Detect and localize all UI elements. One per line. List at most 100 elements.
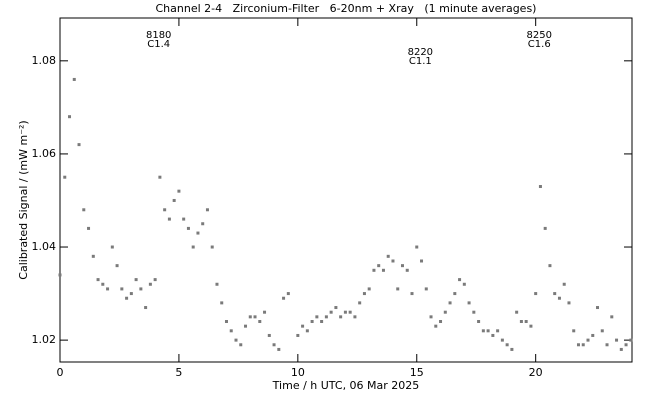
point xyxy=(229,329,233,333)
annotation: 8250 xyxy=(527,30,552,41)
point xyxy=(87,226,91,230)
point xyxy=(629,338,633,342)
point xyxy=(163,208,167,212)
point xyxy=(462,282,466,286)
point xyxy=(362,292,366,296)
point xyxy=(258,320,262,324)
point xyxy=(234,338,238,342)
x-tick-label: 20 xyxy=(529,366,543,379)
point xyxy=(134,278,138,282)
point xyxy=(377,264,381,268)
point xyxy=(610,315,614,319)
y-tick-label: 1.06 xyxy=(32,147,57,160)
point xyxy=(58,273,62,277)
point xyxy=(339,315,343,319)
point xyxy=(400,264,404,268)
point xyxy=(139,287,143,291)
annotation: 8180 xyxy=(146,30,171,41)
point xyxy=(343,310,347,314)
y-tick-label: 1.02 xyxy=(32,333,57,346)
point xyxy=(77,143,81,147)
point xyxy=(591,333,595,337)
point xyxy=(167,217,171,221)
point xyxy=(144,306,148,310)
point xyxy=(115,264,119,268)
plot-frame xyxy=(59,17,633,363)
point xyxy=(110,245,114,249)
y-axis-label: Calibrated Signal / (mW m⁻²) xyxy=(17,120,30,279)
point xyxy=(491,333,495,337)
point xyxy=(153,278,157,282)
point xyxy=(267,333,271,337)
point xyxy=(329,310,333,314)
point xyxy=(624,343,628,347)
point xyxy=(224,320,228,324)
point xyxy=(248,315,252,319)
point xyxy=(301,324,305,328)
point xyxy=(477,320,481,324)
point xyxy=(177,189,181,193)
point xyxy=(158,175,162,179)
point xyxy=(129,292,133,296)
point xyxy=(101,282,105,286)
point xyxy=(201,222,205,226)
point xyxy=(572,329,576,333)
y-tick-label: 1.08 xyxy=(32,54,57,67)
point xyxy=(472,310,476,314)
point xyxy=(557,296,561,300)
point xyxy=(448,301,452,305)
point xyxy=(405,268,409,272)
point xyxy=(524,320,528,324)
point xyxy=(596,306,600,310)
point xyxy=(305,329,309,333)
point xyxy=(605,343,609,347)
point xyxy=(96,278,100,282)
point xyxy=(529,324,533,328)
point xyxy=(581,343,585,347)
point xyxy=(467,301,471,305)
point xyxy=(286,292,290,296)
point xyxy=(72,77,76,81)
x-tick-label: 10 xyxy=(291,366,305,379)
point xyxy=(220,301,224,305)
point xyxy=(68,115,72,119)
point xyxy=(263,310,267,314)
point xyxy=(353,315,357,319)
chart-title: Channel 2-4 Zirconium-Filter 6-20nm + Xr… xyxy=(156,2,537,15)
point xyxy=(600,329,604,333)
point xyxy=(510,347,514,351)
point xyxy=(586,338,590,342)
point xyxy=(567,301,571,305)
point xyxy=(500,338,504,342)
point xyxy=(548,264,552,268)
point xyxy=(538,185,542,189)
point xyxy=(320,320,324,324)
point xyxy=(334,306,338,310)
point xyxy=(148,282,152,286)
point xyxy=(424,287,428,291)
x-axis-label: Time / h UTC, 06 Mar 2025 xyxy=(272,379,420,392)
point xyxy=(63,175,67,179)
point xyxy=(358,301,362,305)
annotation: C1.4 xyxy=(147,39,170,50)
point xyxy=(125,296,129,300)
point xyxy=(576,343,580,347)
point xyxy=(82,208,86,212)
point xyxy=(277,347,281,351)
y-tick-label: 1.04 xyxy=(32,240,57,253)
point xyxy=(534,292,538,296)
annotation: C1.6 xyxy=(528,39,551,50)
point xyxy=(429,315,433,319)
point xyxy=(91,254,95,258)
point xyxy=(244,324,248,328)
point xyxy=(296,333,300,337)
point xyxy=(253,315,257,319)
point xyxy=(515,310,519,314)
x-tick-label: 5 xyxy=(175,366,182,379)
point xyxy=(191,245,195,249)
x-tick-label: 15 xyxy=(410,366,424,379)
x-tick-label: 0 xyxy=(57,366,64,379)
point xyxy=(315,315,319,319)
point xyxy=(310,320,314,324)
